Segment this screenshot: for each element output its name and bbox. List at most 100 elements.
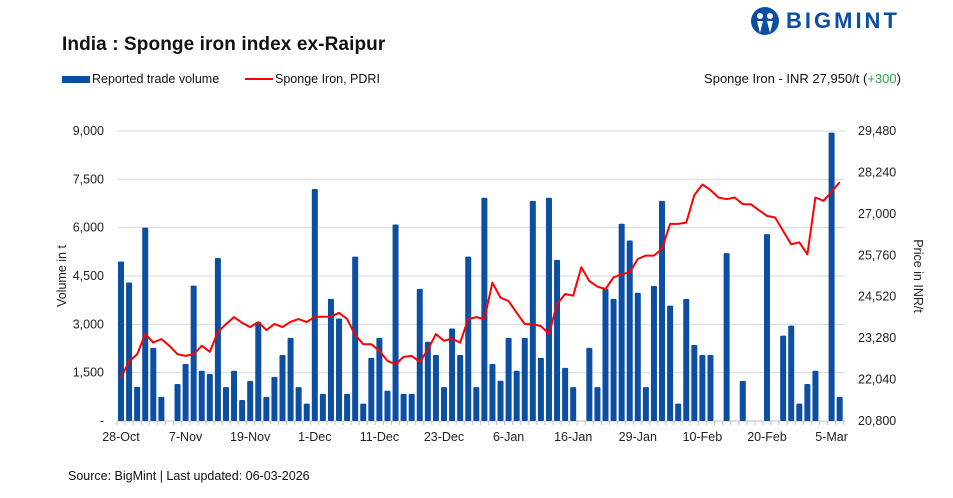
source-note: Source: BigMint | Last updated: 06-03-20… [68, 469, 310, 483]
volume-bar [118, 261, 124, 421]
volume-bar [247, 381, 254, 421]
y2-tick-label: 24,520 [858, 290, 896, 304]
y2-tick-label: 27,000 [858, 207, 896, 221]
y-tick-label: 9,000 [73, 124, 104, 138]
volume-bar [618, 223, 625, 421]
volume-bar [489, 363, 496, 421]
headline-price: Sponge Iron - INR 27,950/t ( [704, 71, 868, 86]
volume-bar [336, 318, 343, 421]
volume-bar [513, 370, 520, 421]
volume-bar [537, 357, 544, 421]
volume-bar [384, 390, 391, 421]
volume-bar [319, 393, 326, 421]
volume-bar [134, 386, 141, 421]
volume-bar [650, 285, 657, 421]
volume-bar [392, 224, 399, 421]
x-tick-label: 5-Mar [815, 430, 848, 444]
volume-bar [570, 387, 577, 421]
volume-bar [780, 335, 787, 421]
volume-bar [634, 292, 641, 421]
volume-bar [150, 347, 157, 421]
x-tick-label: 11-Dec [360, 430, 399, 444]
price-line [120, 181, 841, 379]
volume-bar [263, 396, 270, 421]
x-tick-label: 19-Nov [230, 430, 271, 444]
y2-tick-label: 20,800 [858, 414, 896, 428]
volume-bar [465, 256, 472, 421]
volume-bar [764, 234, 770, 421]
volume-bar [554, 259, 561, 421]
y2-axis-title: Price in INR/t [911, 239, 925, 313]
y2-tick-label: 23,280 [858, 331, 896, 345]
volume-bar [360, 403, 367, 421]
legend-label-volume: Reported trade volume [92, 72, 220, 86]
volume-bar [352, 256, 359, 421]
x-tick-label: 6-Jan [493, 430, 524, 444]
volume-bar [796, 403, 803, 421]
x-tick-label: 1-Dec [298, 430, 331, 444]
x-tick-label: 16-Jan [554, 430, 592, 444]
volume-bar [182, 363, 189, 421]
volume-bar [828, 132, 835, 421]
y-tick-label: - [100, 414, 104, 428]
volume-bar [739, 381, 746, 421]
legend-bar-swatch [62, 75, 90, 83]
y-axis-title: Volume in t [55, 245, 69, 307]
volume-bar [344, 393, 351, 421]
volume-bar [667, 305, 674, 421]
x-tick-label: 10-Feb [683, 430, 723, 444]
y-tick-label: 3,000 [73, 317, 104, 331]
volume-bar [699, 354, 706, 421]
headline-change: +300 [867, 71, 897, 86]
legend-label-price: Sponge Iron, PDRI [275, 72, 380, 86]
volume-bar [255, 322, 262, 421]
volume-bar [473, 387, 480, 421]
volume-bar [231, 370, 238, 421]
volume-bar [400, 393, 407, 421]
volume-bar [457, 354, 464, 421]
volume-bar [610, 298, 617, 421]
volume-bar [198, 370, 205, 421]
volume-bar [449, 328, 456, 421]
volume-bar [206, 373, 213, 421]
volume-bar [271, 376, 278, 421]
volume-bar [594, 387, 601, 421]
volume-bar [626, 240, 633, 421]
volume-bar [174, 383, 181, 421]
volume-bar [691, 344, 698, 421]
y2-tick-label: 25,760 [858, 248, 896, 262]
volume-bar [376, 337, 383, 421]
legend-line-swatch [245, 78, 273, 80]
volume-bar [287, 337, 294, 421]
volume-bar [602, 288, 609, 421]
volume-bar [222, 387, 229, 421]
volume-bar [683, 298, 690, 421]
volume-bar [432, 354, 439, 421]
combo-chart: - 1,500 3,000 4,500 6,000 7,500 9,000 20,800 22,… [55, 124, 925, 444]
volume-bar [497, 380, 504, 421]
volume-bar [295, 387, 302, 421]
logo-text: BIGMINT [786, 8, 900, 33]
legend-item-price: Sponge Iron, PDRI [245, 72, 380, 86]
volume-bar [707, 354, 714, 421]
volume-bar [424, 341, 431, 421]
y-tick-label: 4,500 [73, 269, 104, 283]
volume-bar [675, 403, 682, 421]
volume-bar [311, 189, 318, 421]
volume-bar [158, 396, 165, 421]
volume-bar [812, 370, 819, 421]
x-tick-label: 20-Feb [747, 430, 787, 444]
bigmint-logo: BIGMINT [750, 6, 900, 36]
chart-title: India : Sponge iron index ex-Raipur [62, 34, 386, 55]
volume-bar [368, 357, 375, 421]
volume-bar [788, 325, 795, 421]
volume-bar [142, 227, 149, 421]
volume-bar [521, 337, 528, 421]
volume-bar [562, 367, 569, 421]
volume-bar [836, 396, 843, 421]
volume-bar [723, 253, 730, 421]
y-tick-label: 6,000 [73, 221, 104, 235]
volume-bar [659, 200, 666, 421]
y-tick-label: 1,500 [73, 366, 104, 380]
x-tick-label: 28-Oct [102, 430, 140, 444]
